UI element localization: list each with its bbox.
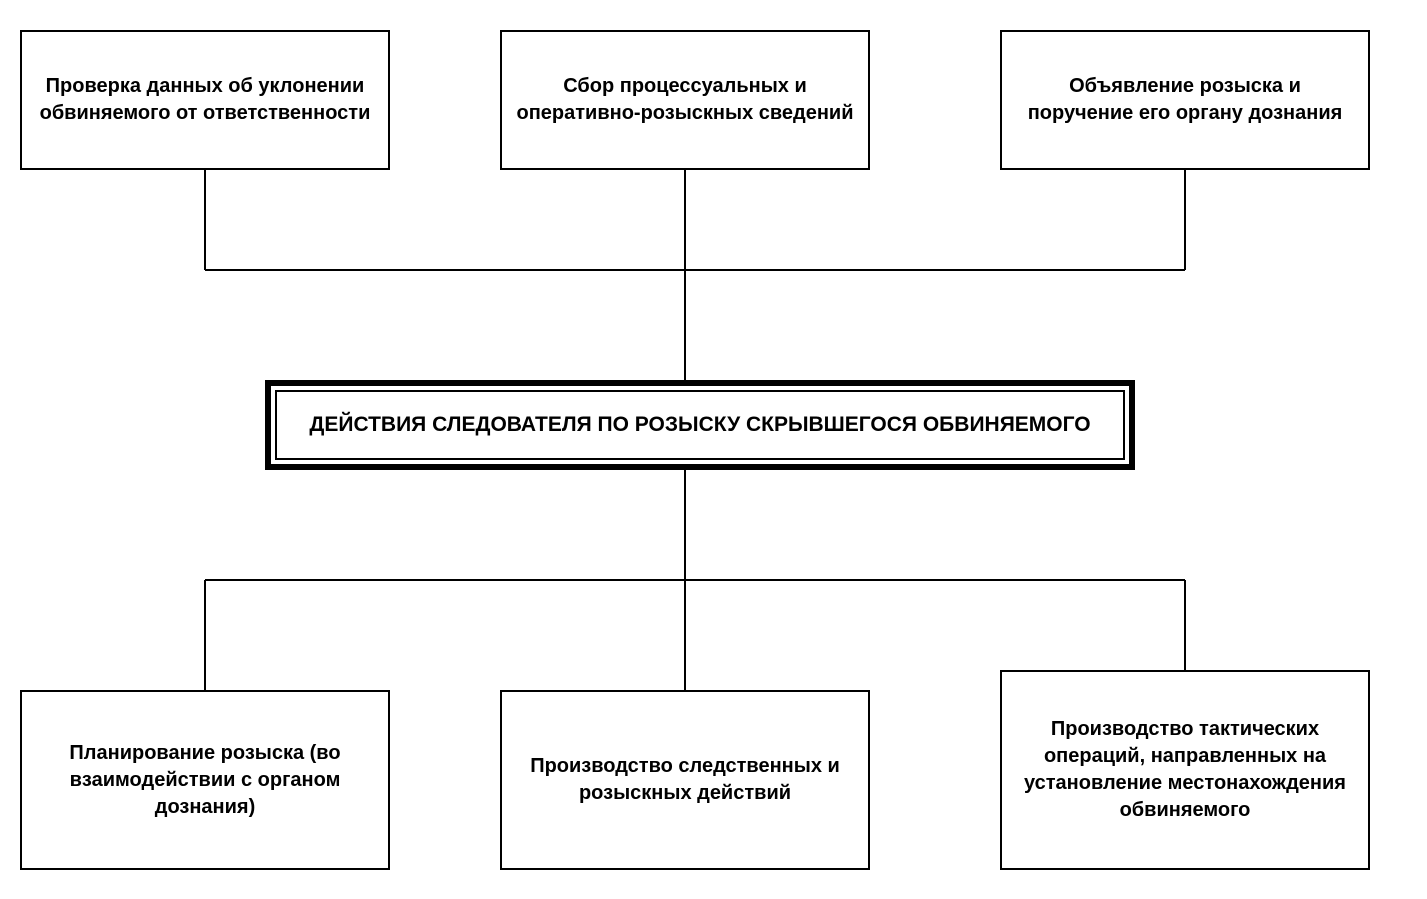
node-label: Сбор процессуальных и оперативно-розыскн… — [516, 73, 854, 127]
node-label: Производство следственных и розыскных де… — [516, 753, 854, 807]
node-top-left: Проверка данных об уклонении обвиняемого… — [20, 30, 390, 170]
node-label: Проверка данных об уклонении обвиняемого… — [36, 73, 374, 127]
diagram-canvas: Проверка данных об уклонении обвиняемого… — [0, 0, 1427, 899]
node-label: ДЕЙСТВИЯ СЛЕДОВАТЕЛЯ ПО РОЗЫСКУ СКРЫВШЕГ… — [309, 411, 1090, 439]
node-center: ДЕЙСТВИЯ СЛЕДОВАТЕЛЯ ПО РОЗЫСКУ СКРЫВШЕГ… — [265, 380, 1135, 470]
node-label: Объявление розыска и поручение его орган… — [1016, 73, 1354, 127]
node-bottom-center: Производство следственных и розыскных де… — [500, 690, 870, 870]
node-bottom-left: Планирование розыска (во взаимодействии … — [20, 690, 390, 870]
node-top-right: Объявление розыска и поручение его орган… — [1000, 30, 1370, 170]
node-label: Производство тактических операций, напра… — [1016, 716, 1354, 824]
node-top-center: Сбор процессуальных и оперативно-розыскн… — [500, 30, 870, 170]
node-label: Планирование розыска (во взаимодействии … — [36, 740, 374, 821]
node-bottom-right: Производство тактических операций, напра… — [1000, 670, 1370, 870]
